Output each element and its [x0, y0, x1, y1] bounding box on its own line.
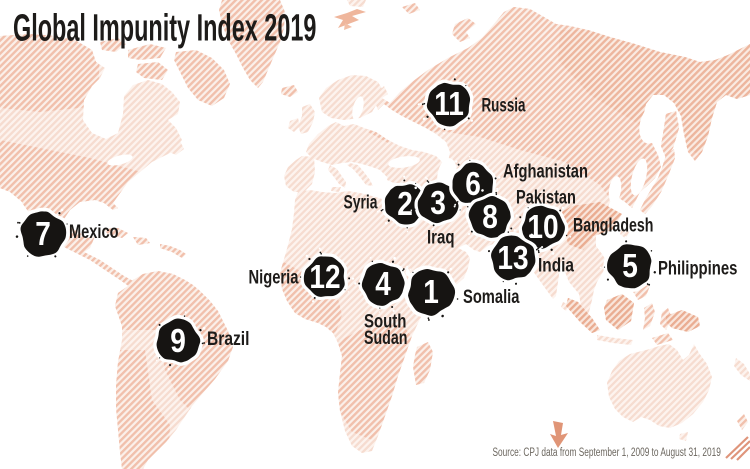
svg-text:9: 9: [170, 323, 186, 360]
svg-text:11: 11: [434, 86, 464, 123]
svg-text:5: 5: [622, 248, 638, 285]
svg-text:10: 10: [527, 209, 558, 246]
svg-text:Pakistan: Pakistan: [516, 185, 576, 208]
svg-text:Sudan: Sudan: [364, 327, 407, 349]
svg-text:3: 3: [430, 185, 446, 222]
svg-text:6: 6: [465, 166, 481, 203]
svg-text:1: 1: [423, 274, 439, 311]
svg-text:Mexico: Mexico: [69, 220, 118, 243]
svg-text:Source: CPJ data from Septembe: Source: CPJ data from September 1, 2009 …: [493, 447, 721, 460]
svg-text:Bangladesh: Bangladesh: [573, 214, 653, 236]
svg-text:Brazil: Brazil: [207, 327, 249, 349]
svg-text:2: 2: [397, 186, 413, 223]
svg-text:Philippines: Philippines: [658, 257, 737, 279]
svg-text:4: 4: [375, 266, 391, 303]
svg-text:8: 8: [482, 199, 498, 236]
svg-text:India: India: [538, 254, 574, 276]
svg-text:7: 7: [35, 216, 51, 253]
svg-text:13: 13: [497, 240, 528, 277]
svg-text:Russia: Russia: [482, 94, 527, 116]
svg-text:Somalia: Somalia: [463, 285, 520, 308]
svg-text:Nigeria: Nigeria: [249, 265, 299, 288]
svg-text:12: 12: [309, 259, 340, 296]
svg-text:Syria: Syria: [344, 191, 378, 213]
svg-text:Global Impunity Index 2019: Global Impunity Index 2019: [13, 6, 316, 49]
svg-text:South: South: [364, 309, 406, 331]
svg-text:Iraq: Iraq: [427, 226, 454, 248]
svg-text:Afghanistan: Afghanistan: [503, 159, 588, 182]
